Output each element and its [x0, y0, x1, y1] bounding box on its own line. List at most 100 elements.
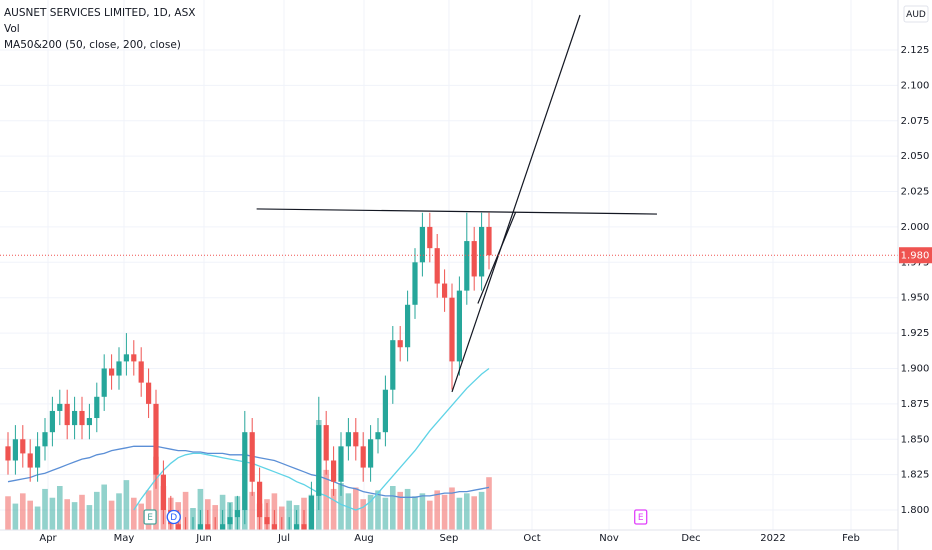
candle-body — [301, 524, 307, 530]
candle-body — [49, 410, 55, 433]
x-tick-label: Aug — [354, 533, 374, 544]
y-tick-label: 2.025 — [901, 187, 930, 198]
candle-body — [456, 290, 462, 362]
candle-body — [486, 226, 492, 256]
y-tick-label: 1.850 — [901, 434, 930, 445]
volume-bar — [323, 469, 329, 530]
y-tick-label: 1.800 — [901, 505, 930, 516]
y-tick-label: 1.950 — [901, 293, 930, 304]
candle-body — [42, 432, 48, 447]
event-label[interactable]: D — [170, 513, 177, 523]
candle-body — [205, 524, 211, 530]
candle-body — [234, 510, 240, 518]
volume-bar — [382, 497, 389, 530]
candle-body — [382, 389, 388, 433]
candle-body — [330, 460, 337, 482]
volume-bar — [64, 499, 70, 530]
x-tick-label: Jul — [277, 533, 290, 544]
volume-bar — [338, 483, 344, 530]
candle-body — [20, 439, 26, 454]
y-tick-label: 2.050 — [901, 151, 930, 162]
volume-bar — [153, 456, 159, 530]
volume-bar — [138, 503, 144, 530]
volume-bar — [419, 493, 426, 530]
volume-bar — [434, 490, 440, 530]
candle-body — [360, 446, 366, 468]
candle-body — [227, 517, 233, 525]
candle-body — [271, 524, 277, 530]
candle-body — [316, 425, 322, 496]
volume-bar — [360, 499, 366, 530]
candle-body — [293, 524, 300, 530]
candle-body — [71, 410, 78, 426]
event-marker[interactable] — [634, 509, 648, 525]
candle-body — [256, 481, 263, 518]
volume-bar — [330, 488, 337, 530]
candle-body — [116, 361, 122, 376]
candle-body — [123, 354, 129, 362]
candle-body — [197, 524, 203, 530]
volume-bar — [426, 500, 433, 530]
volume-bar — [412, 496, 418, 530]
candle-body — [264, 517, 270, 525]
candle-body — [345, 432, 351, 447]
volume-bar — [130, 497, 137, 530]
candle-body — [412, 262, 418, 305]
candle-body — [131, 354, 137, 362]
indicator-label: Vol — [4, 23, 20, 35]
candle-body — [160, 474, 166, 511]
candle-body — [138, 361, 144, 383]
y-tick-label: 1.900 — [901, 363, 930, 374]
candle-body — [404, 304, 411, 348]
candle-body — [390, 340, 396, 390]
volume-bar — [42, 488, 48, 530]
x-tick-label: Oct — [523, 533, 540, 544]
last-price-label: 1.980 — [901, 251, 930, 262]
volume-bar — [478, 491, 485, 530]
candle-body — [419, 226, 425, 263]
volume-bar — [5, 496, 11, 530]
volume-bar — [404, 488, 411, 530]
x-tick-label: 2022 — [760, 533, 785, 544]
volume-bar — [367, 494, 374, 530]
volume-bar — [197, 488, 204, 530]
volume-bar — [397, 491, 403, 530]
candle-body — [434, 248, 440, 284]
volume-bar — [456, 497, 463, 530]
y-tick-label: 2.075 — [901, 116, 930, 127]
volume-bar — [471, 496, 477, 530]
volume-bar — [123, 480, 130, 530]
volume-bar — [249, 491, 255, 530]
candle-body — [471, 241, 477, 277]
candle-body — [308, 495, 314, 530]
x-tick-label: Apr — [39, 533, 57, 544]
currency[interactable]: AUD — [906, 10, 926, 20]
volume-bar — [12, 503, 19, 530]
x-tick-label: Dec — [681, 533, 700, 544]
candle-body — [108, 368, 115, 376]
trend-line — [256, 208, 657, 215]
volume-bar — [389, 486, 396, 530]
chart-title: AUSNET SERVICES LIMITED, 1D, ASX — [4, 7, 195, 19]
candle-body — [464, 241, 470, 291]
last-price-box — [899, 247, 932, 264]
candle-body — [375, 432, 381, 440]
event-marker[interactable] — [166, 509, 181, 525]
currency-box[interactable] — [903, 5, 929, 23]
volume-bar — [345, 493, 352, 530]
candle-body — [57, 403, 63, 411]
x-tick-label: Sep — [440, 533, 459, 544]
event-label[interactable]: E — [147, 513, 153, 523]
x-tick-label: Jun — [195, 533, 212, 544]
y-tick-label: 2.125 — [901, 45, 930, 56]
volume-bar — [49, 497, 56, 530]
candle-body — [34, 446, 41, 468]
volume-bar — [56, 486, 63, 530]
y-tick-label: 1.925 — [901, 328, 930, 339]
volume-bar — [79, 494, 85, 530]
event-label[interactable]: E — [638, 513, 644, 523]
event-marker[interactable] — [143, 509, 157, 525]
volume-bar — [86, 505, 93, 530]
candle-body — [242, 432, 248, 511]
volume-bar — [34, 506, 41, 530]
